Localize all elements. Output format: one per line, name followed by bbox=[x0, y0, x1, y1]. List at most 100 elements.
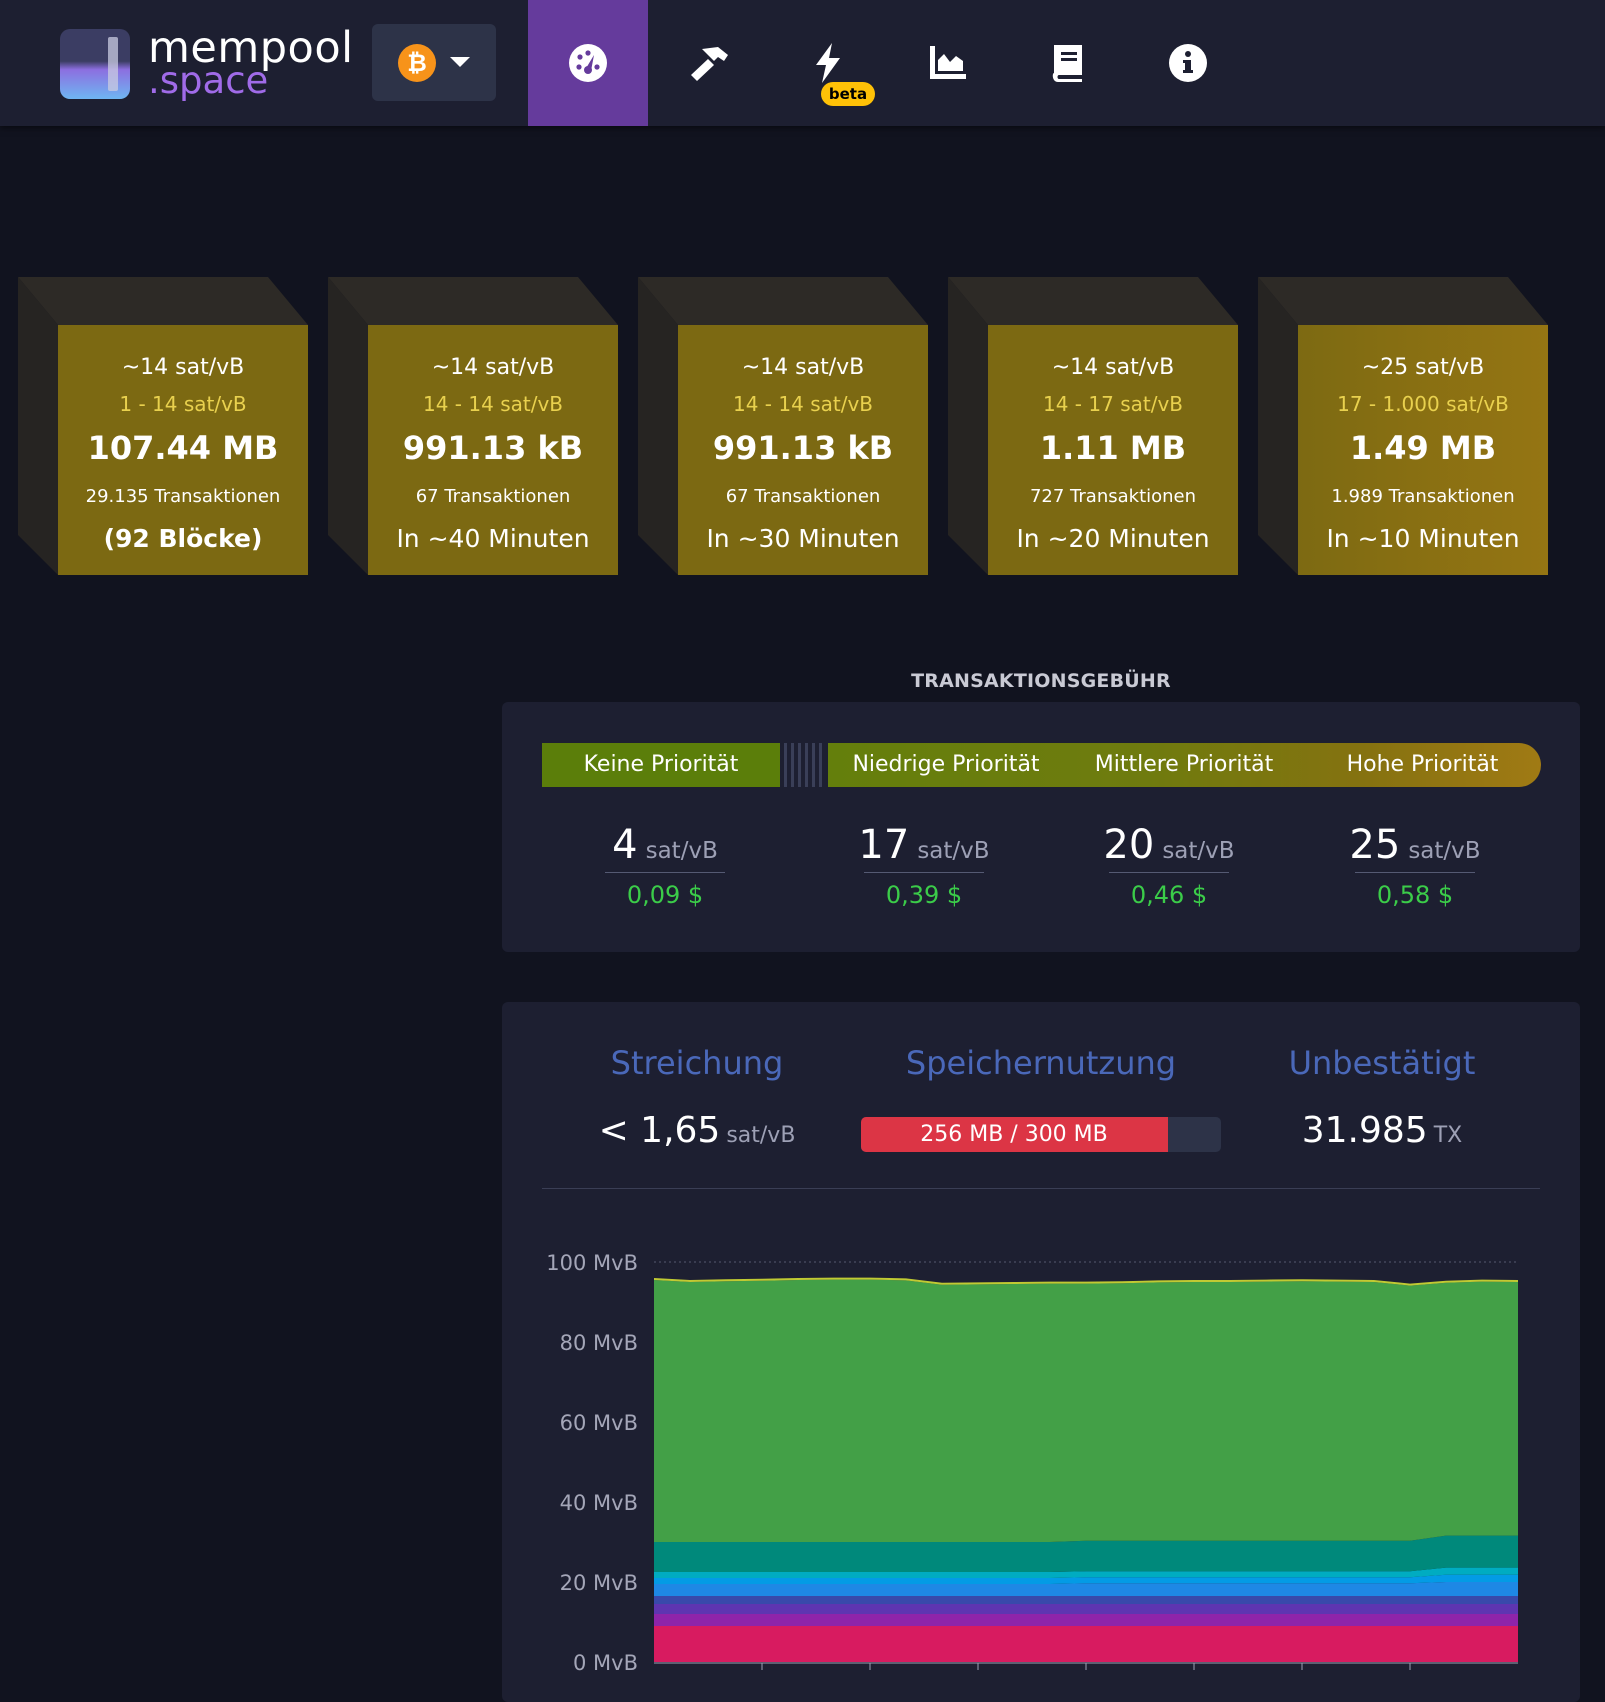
fee-rate-value: 4 bbox=[612, 822, 638, 868]
block-tx-count: 1.989 Transaktionen bbox=[1331, 486, 1515, 507]
fee-medium: 20 sat/vB 0,46 $ bbox=[1069, 822, 1269, 909]
area-series-9 bbox=[654, 1277, 1518, 1286]
logo-text-space: .space bbox=[148, 59, 269, 102]
logo-text-mempool: mempool bbox=[148, 23, 354, 73]
area-series-5 bbox=[654, 1574, 1518, 1584]
block-size: 1.11 MB bbox=[1039, 429, 1187, 467]
y-tick-label: 80 MvB bbox=[560, 1331, 638, 1355]
info-icon bbox=[1169, 44, 1207, 82]
fee-low: 17 sat/vB 0,39 $ bbox=[824, 822, 1024, 909]
block-size: 107.44 MB bbox=[87, 429, 279, 467]
fee-rate-unit: sat/vB bbox=[917, 838, 990, 864]
memory-heading: Speichernutzung bbox=[905, 1044, 1177, 1082]
purging-number: < 1,65 bbox=[598, 1110, 721, 1151]
mempool-block-2[interactable]: ~14 sat/vB 14 - 14 sat/vB 991.13 kB 67 T… bbox=[328, 277, 618, 575]
fee-usd-value: 0,09 $ bbox=[626, 881, 704, 909]
unconfirmed-number: 31.985 bbox=[1301, 1110, 1428, 1151]
fee-usd-value: 0,39 $ bbox=[885, 881, 963, 909]
nav-mining[interactable] bbox=[648, 0, 768, 126]
block-tx-count: 29.135 Transaktionen bbox=[85, 486, 281, 507]
caret-down-icon bbox=[450, 57, 470, 67]
fee-usd-value: 0,46 $ bbox=[1130, 881, 1208, 909]
fee-rate-value: 17 bbox=[858, 822, 910, 868]
block-median-fee: ~14 sat/vB bbox=[431, 355, 555, 380]
y-tick-label: 0 MvB bbox=[573, 1651, 638, 1675]
y-tick-label: 20 MvB bbox=[560, 1571, 638, 1595]
area-series-8 bbox=[654, 1279, 1518, 1542]
stats-divider bbox=[542, 1188, 1540, 1189]
memory-usage-fill bbox=[861, 1117, 1169, 1152]
block-size: 991.13 kB bbox=[402, 429, 584, 467]
priority-medium-label: Mittlere Priorität bbox=[1094, 752, 1274, 777]
block-tx-count: 67 Transaktionen bbox=[725, 486, 881, 507]
block-eta: In ~20 Minuten bbox=[1016, 524, 1210, 553]
book-icon bbox=[1052, 45, 1082, 82]
priority-low-label: Niedrige Priorität bbox=[852, 752, 1040, 777]
fee-rate-unit: sat/vB bbox=[1162, 838, 1235, 864]
mempool-block-1[interactable]: ~14 sat/vB 1 - 14 sat/vB 107.44 MB 29.13… bbox=[18, 277, 308, 575]
block-median-fee: ~14 sat/vB bbox=[1051, 355, 1175, 380]
y-tick-label: 40 MvB bbox=[560, 1491, 638, 1515]
block-fee-range: 14 - 14 sat/vB bbox=[423, 392, 563, 416]
block-median-fee: ~14 sat/vB bbox=[121, 355, 245, 380]
priority-bar: Niedrige Priorität Mittlere Priorität Ho… bbox=[828, 743, 1541, 787]
logo-mark-icon bbox=[60, 29, 130, 99]
purging-value: < 1,65 sat/vB bbox=[542, 1110, 852, 1151]
fees-card: Keine Priorität Niedrige Priorität Mittl… bbox=[502, 702, 1580, 952]
navbar: mempool .space ₿ beta bbox=[0, 0, 1605, 126]
block-eta: In ~30 Minuten bbox=[706, 524, 900, 553]
area-series-4 bbox=[654, 1582, 1518, 1596]
fee-none: 4 sat/vB 0,09 $ bbox=[565, 822, 765, 909]
y-tick-label: 100 MvB bbox=[546, 1251, 638, 1275]
tachometer-icon bbox=[569, 44, 607, 82]
mempool-size-chart: 100 MvB 80 MvB 60 MvB 40 MvB 20 MvB 0 MvB bbox=[546, 1251, 1518, 1675]
nav-dashboard[interactable] bbox=[528, 0, 648, 126]
bitcoin-icon: ₿ bbox=[398, 44, 436, 82]
y-tick-label: 60 MvB bbox=[560, 1411, 638, 1435]
fee-rate-value: 20 bbox=[1103, 822, 1155, 868]
block-eta: In ~40 Minuten bbox=[396, 524, 590, 553]
block-eta: (92 Blöcke) bbox=[103, 524, 263, 553]
block-fee-range: 14 - 14 sat/vB bbox=[733, 392, 873, 416]
unconfirmed-value: 31.985 TX bbox=[1227, 1110, 1537, 1151]
mempool-card: Streichung Speichernutzung Unbestätigt <… bbox=[502, 1002, 1580, 1702]
block-fee-range: 14 - 17 sat/vB bbox=[1043, 392, 1183, 416]
block-median-fee: ~25 sat/vB bbox=[1361, 355, 1485, 380]
fees-title: TRANSAKTIONSGEBÜHR bbox=[911, 670, 1171, 692]
block-median-fee: ~14 sat/vB bbox=[741, 355, 865, 380]
nav-docs[interactable] bbox=[1008, 0, 1128, 126]
mempool-block-4[interactable]: ~14 sat/vB 14 - 17 sat/vB 1.11 MB 727 Tr… bbox=[948, 277, 1238, 575]
fee-high: 25 sat/vB 0,58 $ bbox=[1315, 822, 1515, 909]
memory-usage-bar: 256 MB / 300 MB bbox=[861, 1117, 1221, 1152]
fee-rate-unit: sat/vB bbox=[1408, 838, 1481, 864]
area-series-1 bbox=[654, 1614, 1518, 1626]
block-tx-count: 727 Transaktionen bbox=[1029, 486, 1197, 507]
block-fee-range: 17 - 1.000 sat/vB bbox=[1337, 392, 1509, 416]
unconfirmed-heading: Unbestätigt bbox=[1288, 1044, 1476, 1082]
mempool-block-3[interactable]: ~14 sat/vB 14 - 14 sat/vB 991.13 kB 67 T… bbox=[638, 277, 928, 575]
block-tx-count: 67 Transaktionen bbox=[415, 486, 571, 507]
mempool-logo[interactable]: mempool .space bbox=[60, 23, 353, 102]
nav-lightning[interactable] bbox=[768, 0, 888, 126]
area-chart-icon bbox=[930, 46, 966, 79]
nav-graphs[interactable] bbox=[888, 0, 1008, 126]
network-selector-button[interactable]: ₿ bbox=[372, 24, 496, 101]
purging-unit: sat/vB bbox=[726, 1123, 796, 1148]
nav-about[interactable] bbox=[1128, 0, 1248, 126]
fee-usd-value: 0,58 $ bbox=[1376, 881, 1454, 909]
purging-heading: Streichung bbox=[610, 1044, 784, 1082]
block-size: 1.49 MB bbox=[1349, 429, 1497, 467]
area-series-6 bbox=[654, 1567, 1518, 1578]
priority-high-label: Hohe Priorität bbox=[1346, 752, 1499, 777]
block-fee-range: 1 - 14 sat/vB bbox=[119, 392, 247, 416]
block-eta: In ~10 Minuten bbox=[1326, 524, 1520, 553]
bolt-icon bbox=[816, 43, 840, 83]
beta-badge: beta bbox=[821, 82, 875, 106]
priority-separator bbox=[784, 743, 826, 787]
mempool-block-5[interactable]: ~25 sat/vB 17 - 1.000 sat/vB 1.49 MB 1.9… bbox=[1258, 277, 1548, 575]
hammer-icon bbox=[691, 47, 728, 81]
area-series-2 bbox=[654, 1604, 1518, 1614]
area-series-7 bbox=[654, 1535, 1518, 1572]
memory-usage-label: 256 MB / 300 MB bbox=[920, 1122, 1108, 1147]
fee-rate-unit: sat/vB bbox=[645, 838, 718, 864]
